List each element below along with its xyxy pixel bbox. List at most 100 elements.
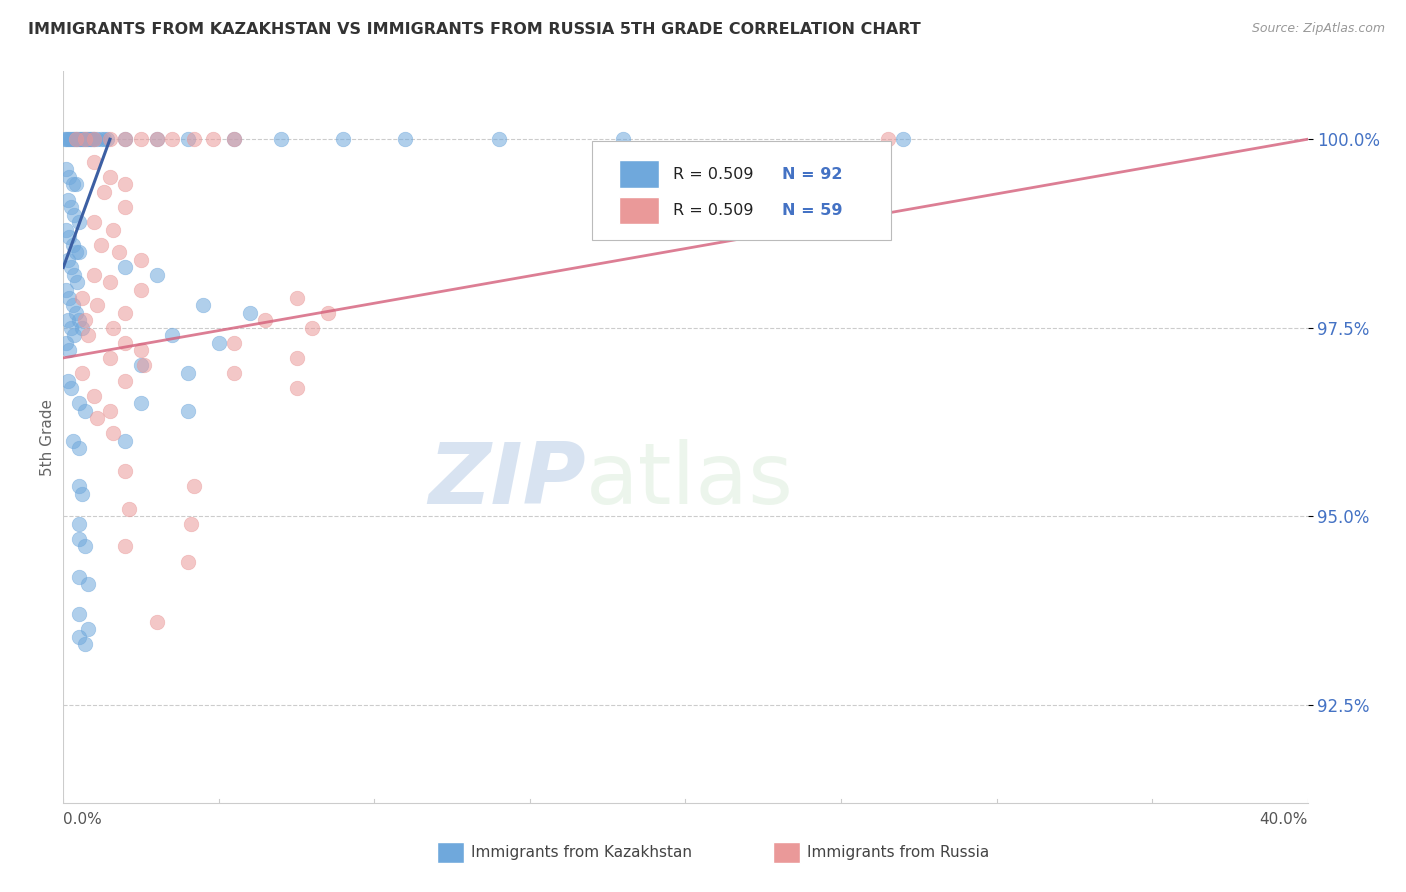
Point bbox=[60, 132, 83, 146]
Point bbox=[129, 343, 152, 358]
Point bbox=[62, 132, 84, 146]
FancyBboxPatch shape bbox=[620, 196, 659, 225]
Point bbox=[117, 501, 139, 516]
Point bbox=[63, 208, 86, 222]
Point bbox=[70, 132, 93, 146]
Point bbox=[129, 252, 152, 267]
Point bbox=[67, 442, 90, 456]
Point bbox=[79, 132, 101, 146]
Point bbox=[73, 132, 96, 146]
Point bbox=[183, 132, 205, 146]
Point bbox=[224, 132, 246, 146]
Point bbox=[86, 132, 108, 146]
Point bbox=[56, 374, 79, 388]
Point bbox=[114, 434, 136, 448]
Point bbox=[73, 132, 96, 146]
Point bbox=[193, 298, 215, 312]
Point bbox=[60, 381, 83, 395]
Point bbox=[56, 132, 79, 146]
FancyBboxPatch shape bbox=[437, 842, 464, 863]
Point bbox=[56, 313, 79, 327]
Point bbox=[55, 132, 77, 146]
Point bbox=[160, 132, 183, 146]
Point bbox=[67, 313, 90, 327]
Point bbox=[70, 486, 93, 500]
Point bbox=[83, 268, 105, 282]
FancyBboxPatch shape bbox=[592, 141, 891, 240]
Point bbox=[101, 223, 124, 237]
Point bbox=[77, 328, 100, 343]
Point bbox=[183, 479, 205, 493]
Text: R = 0.509: R = 0.509 bbox=[673, 203, 754, 218]
Point bbox=[63, 328, 86, 343]
Point bbox=[77, 623, 100, 637]
Text: Immigrants from Russia: Immigrants from Russia bbox=[807, 845, 990, 860]
Point bbox=[114, 132, 136, 146]
Point bbox=[58, 230, 80, 244]
Point bbox=[55, 223, 77, 237]
Point bbox=[891, 132, 914, 146]
Point bbox=[66, 132, 89, 146]
Point bbox=[58, 291, 80, 305]
Point bbox=[93, 185, 115, 199]
Point bbox=[83, 132, 105, 146]
Point bbox=[65, 306, 87, 320]
Point bbox=[58, 132, 80, 146]
Point bbox=[145, 132, 167, 146]
Point bbox=[108, 245, 131, 260]
Text: Source: ZipAtlas.com: Source: ZipAtlas.com bbox=[1251, 22, 1385, 36]
FancyBboxPatch shape bbox=[620, 161, 659, 188]
Point bbox=[80, 132, 103, 146]
Point bbox=[201, 132, 224, 146]
Point bbox=[83, 215, 105, 229]
Point bbox=[129, 359, 152, 373]
Point bbox=[114, 306, 136, 320]
Point bbox=[77, 577, 100, 591]
Text: N = 59: N = 59 bbox=[783, 203, 844, 218]
Point bbox=[83, 389, 105, 403]
Point bbox=[53, 132, 76, 146]
Point bbox=[93, 132, 115, 146]
Point bbox=[63, 268, 86, 282]
Point bbox=[56, 193, 79, 207]
Point bbox=[224, 366, 246, 380]
Text: Immigrants from Kazakhstan: Immigrants from Kazakhstan bbox=[471, 845, 692, 860]
Point bbox=[101, 426, 124, 441]
Point bbox=[145, 268, 167, 282]
Text: ZIP: ZIP bbox=[429, 440, 586, 523]
Point bbox=[86, 411, 108, 425]
Point bbox=[55, 283, 77, 297]
Point bbox=[73, 637, 96, 651]
Point bbox=[177, 554, 200, 568]
Point bbox=[55, 335, 77, 350]
Point bbox=[76, 132, 98, 146]
Point bbox=[114, 374, 136, 388]
Point bbox=[160, 328, 183, 343]
Point bbox=[98, 169, 121, 184]
Point bbox=[83, 154, 105, 169]
Point bbox=[70, 366, 93, 380]
Text: R = 0.509: R = 0.509 bbox=[673, 167, 754, 182]
Point bbox=[134, 359, 156, 373]
Point bbox=[58, 343, 80, 358]
Point bbox=[177, 403, 200, 417]
Point bbox=[612, 132, 634, 146]
Point bbox=[301, 320, 323, 334]
Point bbox=[145, 615, 167, 629]
Point bbox=[316, 306, 339, 320]
Text: IMMIGRANTS FROM KAZAKHSTAN VS IMMIGRANTS FROM RUSSIA 5TH GRADE CORRELATION CHART: IMMIGRANTS FROM KAZAKHSTAN VS IMMIGRANTS… bbox=[28, 22, 921, 37]
Point bbox=[65, 132, 87, 146]
Point bbox=[67, 245, 90, 260]
Point bbox=[101, 320, 124, 334]
Point bbox=[67, 215, 90, 229]
Text: 40.0%: 40.0% bbox=[1260, 812, 1308, 827]
Point bbox=[73, 403, 96, 417]
Point bbox=[114, 178, 136, 192]
Point bbox=[86, 298, 108, 312]
Point bbox=[270, 132, 292, 146]
Point bbox=[114, 464, 136, 478]
Point bbox=[82, 132, 104, 146]
Point bbox=[98, 276, 121, 290]
Point bbox=[90, 237, 112, 252]
Point bbox=[67, 479, 90, 493]
